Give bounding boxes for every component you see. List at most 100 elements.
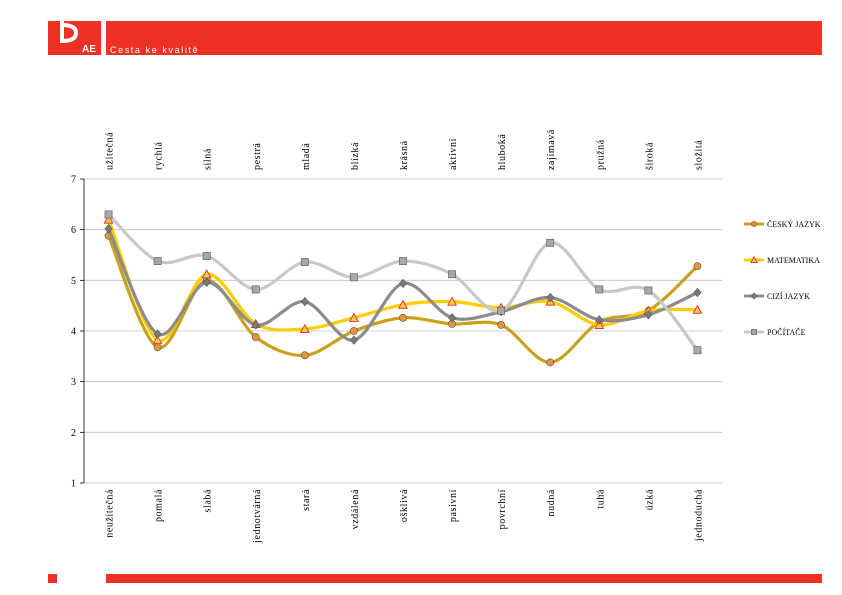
data-point <box>349 335 358 345</box>
bottom-category-label: vzdálená <box>350 489 361 529</box>
top-category-label: složitá <box>693 140 704 170</box>
y-tick-label: 6 <box>71 225 76 236</box>
data-point <box>202 277 211 288</box>
header-bar <box>106 21 822 55</box>
data-point <box>750 255 758 264</box>
bottom-category-label: jednotvárná <box>252 489 263 544</box>
data-point <box>546 358 555 367</box>
logo-text: AE <box>82 44 96 55</box>
bottom-category-label: pasivní <box>448 489 459 522</box>
data-point <box>751 329 757 335</box>
data-point <box>751 292 757 300</box>
data-point <box>595 285 604 294</box>
data-point <box>448 270 456 279</box>
top-category-label: pružná <box>595 139 606 170</box>
logo-mark-icon <box>60 21 79 43</box>
legend-label: ČESKÝ JAZYK <box>767 219 821 229</box>
series-group <box>103 210 703 367</box>
legend-entry: ČESKÝ JAZYK <box>744 219 821 229</box>
data-point <box>595 315 604 325</box>
data-point <box>104 223 113 234</box>
top-category-label: krásná <box>399 140 410 170</box>
legend-label: CIZÍ JAZYK <box>767 291 810 301</box>
top-category-labels: užitečná rychlá silná pestrá mladá blízká krás… <box>105 129 705 170</box>
data-point <box>348 312 359 322</box>
data-point <box>202 252 211 260</box>
y-tick-label: 7 <box>71 175 76 186</box>
legend-entry: MATEMATIKA <box>744 255 820 265</box>
header-subtitle: Cesta ke kvalitě <box>110 45 200 55</box>
data-point <box>350 327 358 335</box>
data-point <box>751 221 757 227</box>
data-point <box>152 334 163 345</box>
series-line <box>107 227 699 342</box>
top-category-label: pestrá <box>252 143 263 170</box>
top-category-label: aktivní <box>448 138 459 170</box>
legend-label: MATEMATIKA <box>767 256 820 265</box>
y-tick-label: 5 <box>71 276 76 287</box>
data-point <box>692 304 703 314</box>
top-category-label: široká <box>644 142 655 170</box>
data-point <box>251 285 260 294</box>
top-category-label: rychlá <box>154 141 165 170</box>
y-tick-label: 1 <box>71 479 76 490</box>
bottom-category-label: pomalá <box>154 489 165 522</box>
bottom-category-label: tuhá <box>595 489 606 509</box>
footer-square <box>48 574 57 583</box>
bottom-category-label: ošklivá <box>399 489 410 522</box>
data-point <box>497 306 506 315</box>
data-point <box>693 346 702 355</box>
series-1 <box>104 231 702 367</box>
data-point <box>300 258 309 266</box>
top-category-label: zajímavá <box>546 129 557 170</box>
data-point <box>300 296 309 307</box>
bottom-category-label: slabá <box>203 489 214 513</box>
y-tick-label: 3 <box>71 377 76 388</box>
data-point <box>398 299 408 309</box>
data-point <box>251 333 260 341</box>
legend-entry: CIZÍ JAZYK <box>744 291 810 301</box>
bottom-category-label: úzká <box>644 489 655 510</box>
bottom-category-label: neužitečná <box>105 489 116 538</box>
top-category-label: hluboká <box>497 134 508 170</box>
y-tick-label: 4 <box>71 327 76 338</box>
bottom-category-label: jednoduchá <box>693 489 704 542</box>
data-point <box>399 313 407 322</box>
data-point <box>693 262 702 271</box>
legend-label: POČÍTAČE <box>767 327 806 337</box>
data-point <box>153 329 162 339</box>
grid <box>84 178 722 484</box>
top-category-label: mladá <box>301 143 312 170</box>
series-3 <box>104 223 702 345</box>
data-point <box>299 323 310 334</box>
data-point <box>644 286 653 295</box>
data-point <box>594 319 605 329</box>
data-point <box>546 238 555 247</box>
legend-box <box>731 190 841 358</box>
data-point <box>153 343 162 352</box>
legend: ČESKÝ JAZYK MATEMATIKA CIZÍ JAZYK POČÍTAČE <box>731 190 841 358</box>
top-category-label: silná <box>203 148 214 170</box>
data-point <box>399 278 407 289</box>
data-point <box>300 351 309 360</box>
bottom-category-label: nudná <box>546 489 557 516</box>
data-point <box>153 257 162 265</box>
logo <box>48 21 101 55</box>
y-axis: 1 2 3 4 5 6 7 <box>71 175 85 490</box>
data-point <box>104 210 113 219</box>
top-category-label: blízká <box>350 142 361 170</box>
bottom-category-labels: neužitečná pomalá slabá jednotvárná stará vzd… <box>105 489 705 544</box>
data-point <box>448 313 457 323</box>
data-point <box>103 214 114 224</box>
bottom-category-label: stará <box>301 489 312 511</box>
bottom-category-label: povrchní <box>497 489 508 529</box>
data-point <box>447 296 458 306</box>
data-point <box>546 292 555 303</box>
series-4 <box>104 210 702 355</box>
data-point <box>497 321 506 329</box>
data-point <box>399 257 407 265</box>
y-tick-label: 2 <box>71 428 76 439</box>
footer-bar <box>106 574 822 583</box>
data-point <box>693 287 702 298</box>
